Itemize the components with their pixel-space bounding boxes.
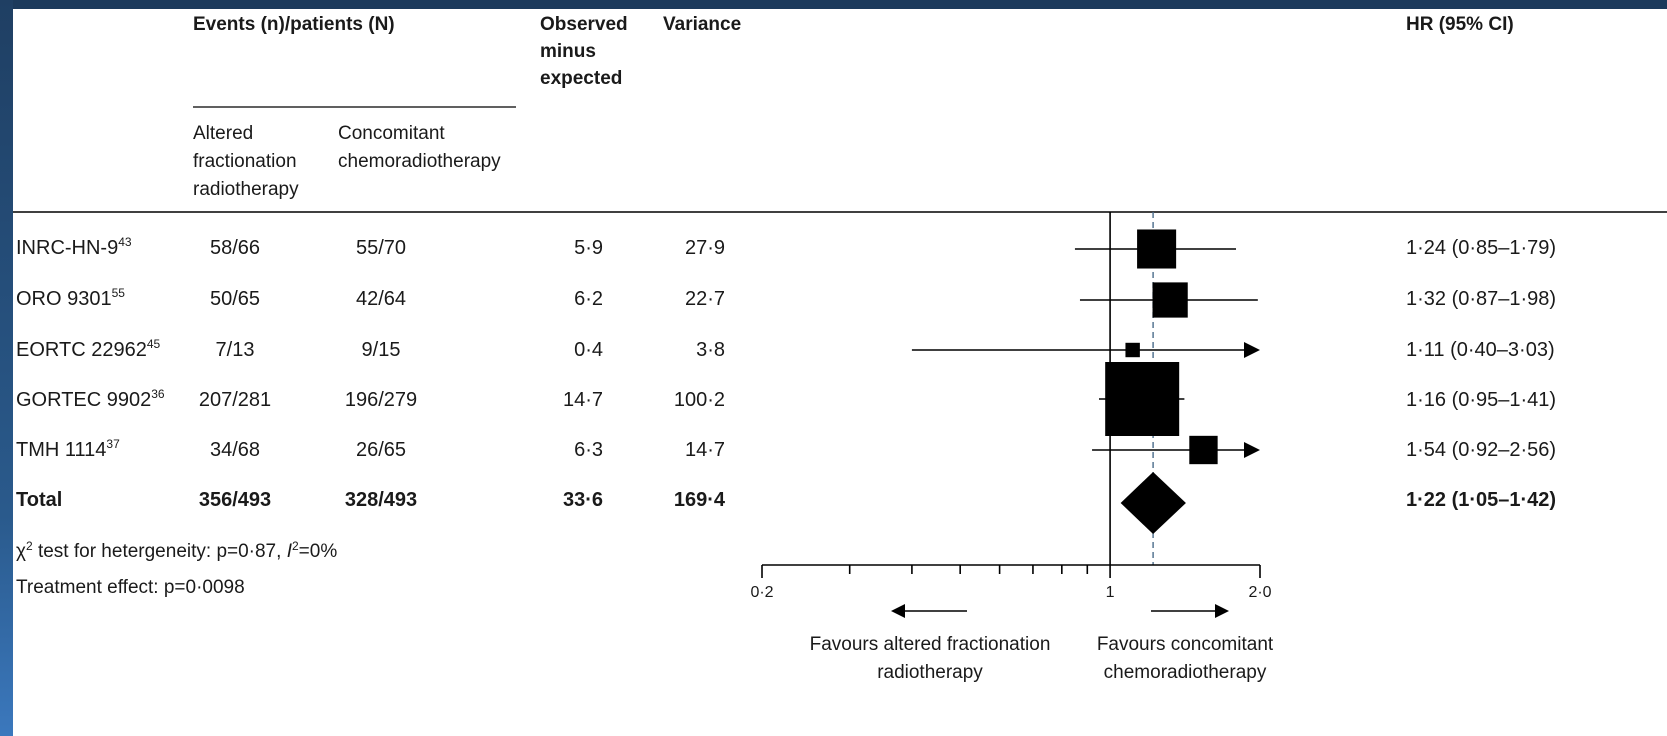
study-weight-square <box>1125 342 1140 358</box>
total-row: Total 356/493 328/493 33·6 169·4 1·22 (1… <box>16 489 1556 511</box>
variance-value: 27·9 <box>685 237 725 259</box>
total-variance: 169·4 <box>674 489 726 511</box>
header-altered-line1: Altered <box>193 123 253 144</box>
concomitant-events: 55/70 <box>356 237 406 259</box>
window-frame-top <box>0 0 1667 9</box>
study-name: INRC-HN-943 <box>16 235 132 259</box>
altered-events: 58/66 <box>210 237 260 259</box>
observed-minus-expected: 6·3 <box>574 439 603 461</box>
concomitant-events: 26/65 <box>356 439 406 461</box>
window-frame-left <box>0 0 13 736</box>
variance-value: 3·8 <box>696 339 725 361</box>
concomitant-events: 196/279 <box>345 389 417 411</box>
total-observed-minus-expected: 33·6 <box>563 489 603 511</box>
favours-right-line1: Favours concomitant <box>1097 634 1274 655</box>
hr-ci-text: 1·32 (0·87–1·98) <box>1406 288 1556 310</box>
header-ome-line3: expected <box>540 68 622 89</box>
hr-ci-text: 1·24 (0·85–1·79) <box>1406 237 1556 259</box>
header-ome-line1: Observed <box>540 14 628 35</box>
hr-ci-text: 1·54 (0·92–2·56) <box>1406 439 1556 461</box>
variance-value: 22·7 <box>685 288 725 310</box>
forest-plot-svg: Events (n)/patients (N) Altered fraction… <box>13 14 1667 683</box>
x-axis-tick-label: 0·2 <box>750 584 773 601</box>
header-altered-line2: fractionation <box>193 151 297 172</box>
table-row: TMH 111437 34/68 26/65 6·3 14·7 1·54 (0·… <box>16 437 1556 461</box>
table-row: ORO 930155 50/65 42/64 6·2 22·7 1·32 (0·… <box>16 286 1556 310</box>
left-arrow-head <box>891 604 905 618</box>
altered-events: 7/13 <box>216 339 255 361</box>
header-hr-ci: HR (95% CI) <box>1406 14 1514 35</box>
total-altered-events: 356/493 <box>199 489 271 511</box>
x-axis-tick-label: 2·0 <box>1248 584 1271 601</box>
study-name: TMH 111437 <box>16 437 120 461</box>
favours-left-line2: radiotherapy <box>877 662 983 683</box>
favours-left: Favours altered fractionation radiothera… <box>810 604 1051 683</box>
header-ome-line2: minus <box>540 41 596 62</box>
concomitant-events: 9/15 <box>362 339 401 361</box>
observed-minus-expected: 0·4 <box>574 339 603 361</box>
total-hr-ci-text: 1·22 (1·05–1·42) <box>1406 489 1556 511</box>
study-weight-square <box>1137 229 1177 269</box>
table-row: EORTC 2296245 7/13 9/15 0·4 3·8 1·11 (0·… <box>16 337 1555 361</box>
study-weight-square <box>1105 362 1180 436</box>
study-name: ORO 930155 <box>16 286 125 310</box>
header-variance: Variance <box>663 14 741 35</box>
table-row: GORTEC 990236 207/281 196/279 14·7 100·2… <box>16 387 1556 411</box>
plot-axis: 0·2 1 2·0 <box>750 564 1272 601</box>
variance-value: 14·7 <box>685 439 725 461</box>
total-concomitant-events: 328/493 <box>345 489 417 511</box>
header-altered-line3: radiotherapy <box>193 179 299 200</box>
total-label: Total <box>16 489 62 511</box>
observed-minus-expected: 6·2 <box>574 288 603 310</box>
study-weight-square <box>1189 435 1218 465</box>
altered-events: 34/68 <box>210 439 260 461</box>
ci-arrow-head <box>1244 442 1260 458</box>
favours-right-line2: chemoradiotherapy <box>1104 662 1267 683</box>
observed-minus-expected: 14·7 <box>563 389 603 411</box>
right-arrow-head <box>1215 604 1229 618</box>
table-row: INRC-HN-943 58/66 55/70 5·9 27·9 1·24 (0… <box>16 235 1556 259</box>
heterogeneity-test: χ2 test for hetergeneity: p=0·87, I2=0% <box>16 539 337 562</box>
treatment-effect: Treatment effect: p=0·0098 <box>16 577 245 598</box>
study-name: GORTEC 990236 <box>16 387 165 411</box>
ci-arrow-head <box>1244 342 1260 358</box>
observed-minus-expected: 5·9 <box>574 237 603 259</box>
favours-right: Favours concomitant chemoradiotherapy <box>1097 604 1274 683</box>
header-events-patients: Events (n)/patients (N) <box>193 14 395 35</box>
concomitant-events: 42/64 <box>356 288 406 310</box>
header-concomitant-line2: chemoradiotherapy <box>338 151 501 172</box>
forest-plot-figure: Events (n)/patients (N) Altered fraction… <box>13 9 1667 736</box>
plot-marks <box>911 229 1260 534</box>
altered-events: 207/281 <box>199 389 271 411</box>
hr-ci-text: 1·16 (0·95–1·41) <box>1406 389 1556 411</box>
altered-events: 50/65 <box>210 288 260 310</box>
pooled-diamond <box>1120 472 1186 534</box>
study-weight-square <box>1152 282 1188 318</box>
favours-left-line1: Favours altered fractionation <box>810 634 1051 655</box>
hr-ci-text: 1·11 (0·40–3·03) <box>1406 339 1555 361</box>
variance-value: 100·2 <box>674 389 725 411</box>
header-concomitant-line1: Concomitant <box>338 123 445 144</box>
x-axis-tick-label: 1 <box>1106 584 1115 601</box>
study-name: EORTC 2296245 <box>16 337 160 361</box>
